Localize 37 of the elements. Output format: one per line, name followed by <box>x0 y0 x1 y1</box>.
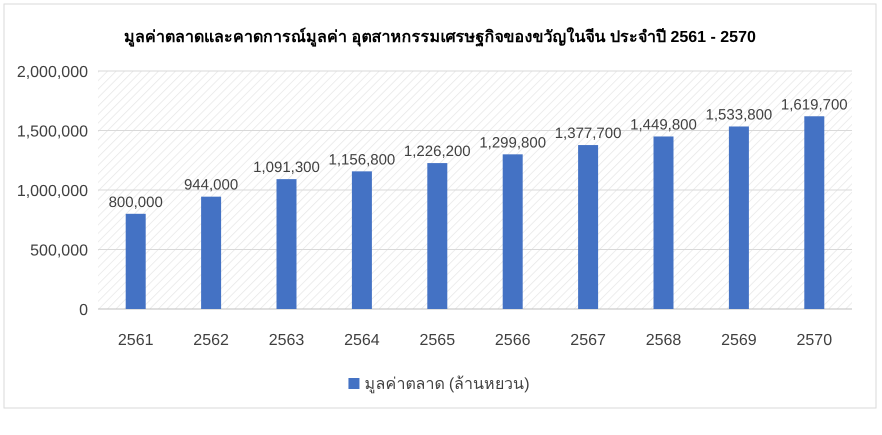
data-label: 1,449,800 <box>630 116 697 134</box>
x-tick-label: 2564 <box>344 332 380 349</box>
data-label: 944,000 <box>184 176 238 194</box>
bar <box>427 163 448 309</box>
x-tick-label: 2567 <box>570 332 606 349</box>
bar <box>578 145 598 309</box>
y-tick-label: 0 <box>79 302 88 319</box>
bar <box>201 196 222 309</box>
x-tick-label: 2568 <box>646 332 682 349</box>
y-tick-label: 500,000 <box>30 242 88 260</box>
y-tick-label: 1,000,000 <box>16 183 88 200</box>
x-tick-label: 2566 <box>494 332 531 349</box>
data-label: 1,091,300 <box>253 159 320 176</box>
data-label: 1,377,700 <box>554 125 622 142</box>
legend-label: มูลค่าตลาด (ล้านหยวน) <box>364 375 530 394</box>
bar <box>728 126 749 309</box>
bar <box>804 116 824 309</box>
bar <box>502 154 523 309</box>
data-label: 1,156,800 <box>328 151 396 168</box>
data-label: 1,299,800 <box>479 134 546 152</box>
x-tick-label: 2565 <box>420 332 456 349</box>
data-label: 1,533,800 <box>706 106 772 124</box>
x-tick-label: 2563 <box>268 332 304 349</box>
x-tick-label: 2562 <box>193 332 229 349</box>
bar <box>276 179 296 309</box>
data-label: 1,619,700 <box>780 96 848 114</box>
bar <box>654 136 674 309</box>
x-tick-label: 2570 <box>796 332 832 349</box>
y-tick-label: 1,500,000 <box>16 124 88 140</box>
bar <box>126 214 146 309</box>
bar <box>352 171 372 309</box>
x-tick-label: 2561 <box>118 332 154 349</box>
data-label: 800,000 <box>108 194 163 211</box>
chart-title: มูลค่าตลาดและคาดการณ์มูลค่า อุตสาหกรรมเศรษฐกิจของขวัญในจีน ประจำปี 2561 - 2570 <box>124 27 756 48</box>
x-tick-label: 2569 <box>721 332 757 349</box>
y-tick-label: 2,000,000 <box>16 64 88 81</box>
data-label: 1,226,200 <box>404 143 471 160</box>
